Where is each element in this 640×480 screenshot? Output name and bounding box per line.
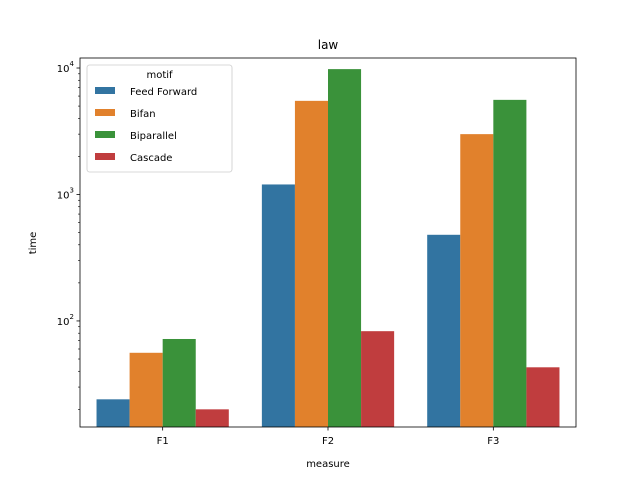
legend-label-cascade: Cascade: [130, 153, 172, 164]
legend-label-bifan: Bifan: [130, 109, 156, 120]
bar-bifan-f3: [460, 134, 494, 427]
bars-group: [96, 69, 560, 428]
legend: motif Feed Forward Bifan Biparallel Cascade: [86, 64, 233, 173]
x-axis: F1 F2 F3: [157, 427, 499, 447]
bar-cascade-f2: [361, 331, 395, 427]
bar-feed-forward-f2: [261, 184, 295, 427]
bar-biparallel-f1: [162, 338, 196, 427]
chart-title: law: [318, 38, 339, 52]
legend-swatch-feed-forward: [95, 87, 115, 94]
bar-biparallel-f2: [328, 69, 362, 428]
legend-box: [86, 64, 233, 173]
bar-feed-forward-f1: [96, 399, 130, 427]
y-tick-label-2: 102: [57, 313, 74, 328]
legend-swatch-bifan: [95, 109, 115, 116]
y-axis: 102 103 104: [57, 60, 80, 410]
legend-swatch-cascade: [95, 153, 115, 160]
x-axis-label: measure: [306, 459, 350, 470]
y-axis-label: time: [28, 232, 39, 255]
x-tick-label-f3: F3: [487, 436, 499, 447]
y-tick-label-4: 104: [57, 60, 75, 75]
bar-bifan-f1: [129, 352, 163, 427]
x-tick-label-f1: F1: [157, 436, 169, 447]
bar-bifan-f2: [294, 100, 328, 427]
legend-title: motif: [146, 70, 173, 81]
legend-label-biparallel: Biparallel: [130, 131, 177, 142]
plot-frame: [79, 57, 577, 428]
bar-cascade-f3: [526, 367, 560, 427]
x-tick-label-f2: F2: [322, 436, 334, 447]
bar-cascade-f1: [195, 409, 229, 427]
y-tick-label-3: 103: [57, 186, 74, 201]
bar-biparallel-f3: [493, 99, 527, 428]
bar-feed-forward-f3: [427, 234, 461, 427]
legend-label-feed-forward: Feed Forward: [130, 87, 197, 98]
legend-swatch-biparallel: [95, 131, 115, 138]
